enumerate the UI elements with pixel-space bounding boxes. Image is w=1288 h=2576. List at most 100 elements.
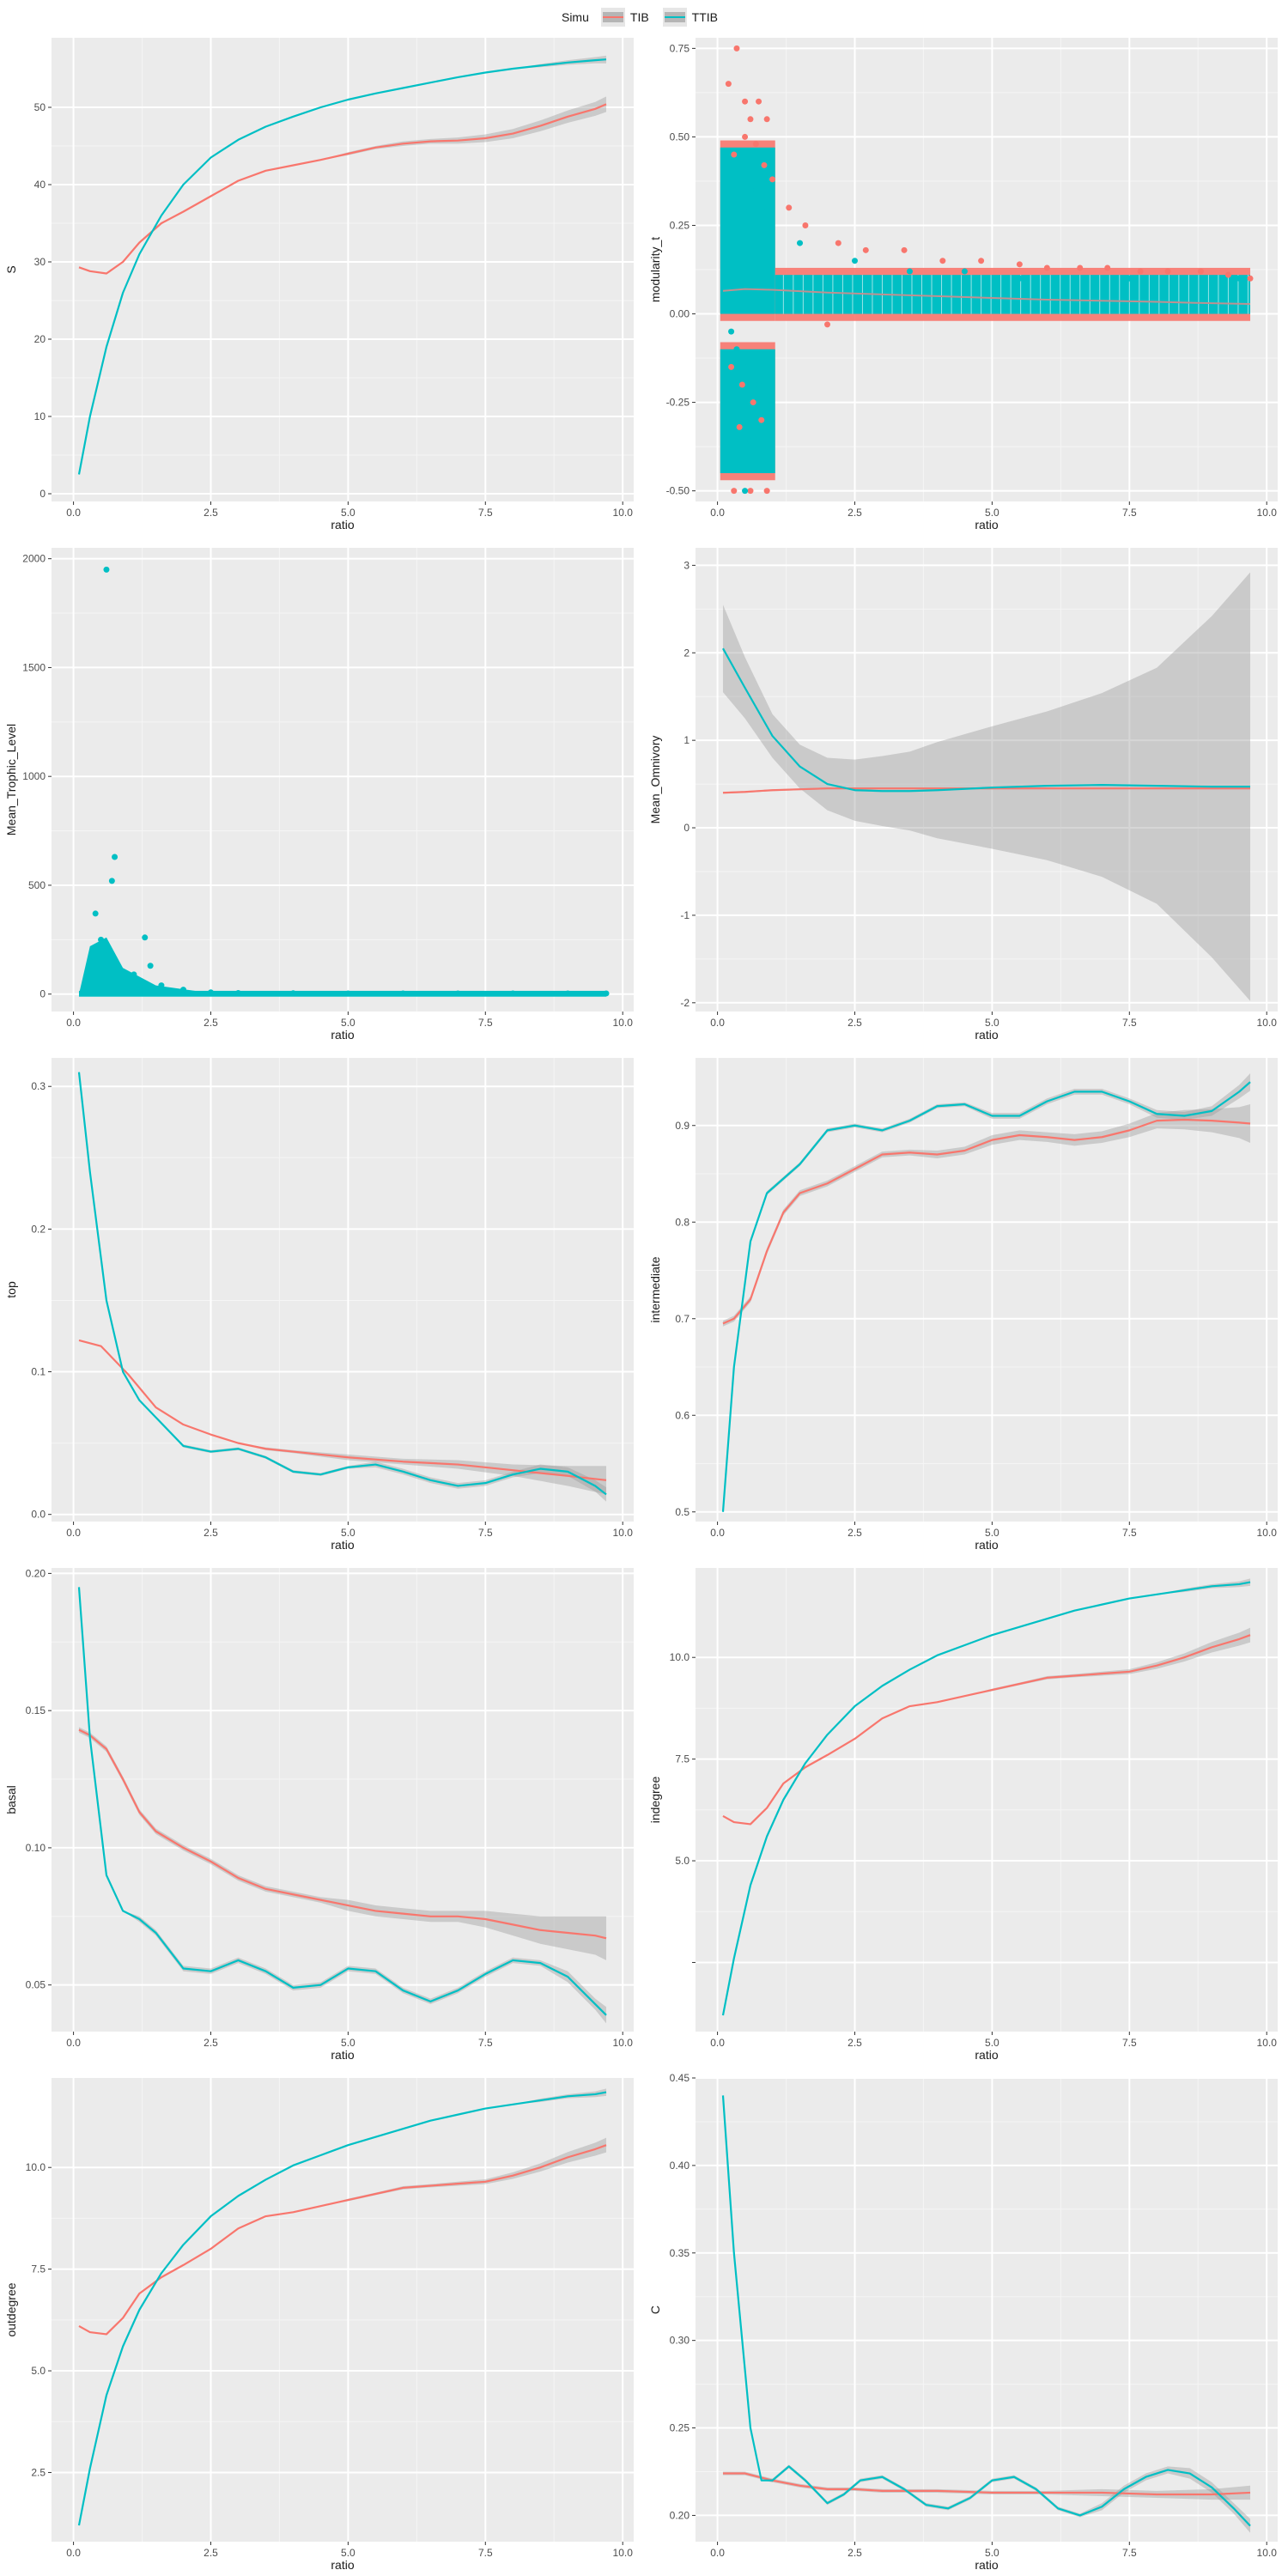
- legend-key-ttib: [662, 8, 687, 27]
- plot-panel: [696, 2078, 1278, 2542]
- data-point-tib: [835, 240, 841, 246]
- x-tick-label: 10.0: [613, 507, 634, 519]
- x-tick-label: 10.0: [1257, 507, 1278, 519]
- data-point-tib: [758, 416, 765, 423]
- x-tick-label: 2.5: [204, 507, 218, 519]
- series-line-tib: [78, 2144, 607, 2336]
- data-point-tib: [786, 204, 793, 211]
- x-tick-label: 2.5: [848, 1017, 862, 1029]
- y-tick-label: -2: [680, 997, 690, 1009]
- x-axis-label: ratio: [975, 1538, 998, 1552]
- y-axis-label: indegree: [648, 1777, 662, 1824]
- x-tick-label: 10.0: [613, 1017, 634, 1029]
- data-point-ttib: [180, 987, 187, 993]
- y-tick-label: 0.6: [675, 1409, 690, 1421]
- chart-basal: 0.0 2.5 5.0 7.5 10.0 0.05 0.10 0.15 0.20 ratio bas…: [4, 1567, 634, 2062]
- data-point-ttib: [87, 958, 94, 965]
- data-point-ttib: [112, 854, 118, 860]
- y-tick-label: 0.0: [31, 1509, 46, 1521]
- y-tick-label: 500: [28, 879, 46, 891]
- data-point-tib: [769, 176, 776, 183]
- x-tick-label: 5.0: [985, 507, 999, 519]
- dense-points-ttib: [720, 147, 775, 314]
- data-point-tib: [733, 45, 740, 52]
- chart-modularity-t: 0.0 2.5 5.0 7.5 10.0 -0.50 -0.25 0.00 0.25 0.50 0.…: [648, 38, 1278, 532]
- y-tick-label: 0.40: [670, 2160, 690, 2172]
- y-tick-label: 2: [683, 647, 690, 659]
- plot-area: [721, 2095, 1251, 2533]
- confidence-band-ttib: [722, 572, 1251, 1001]
- x-tick-label: 2.5: [204, 1017, 218, 1029]
- trend-line: [722, 288, 1251, 305]
- data-point-ttib: [98, 964, 105, 971]
- data-point-ttib: [731, 438, 738, 445]
- data-point-tib: [736, 423, 743, 430]
- x-tick-label: 5.0: [341, 2037, 355, 2049]
- x-tick-label: 2.5: [204, 1527, 218, 1539]
- plot-area: [77, 55, 607, 475]
- y-tick-label: 50: [34, 101, 46, 113]
- series-line-tib: [78, 103, 607, 275]
- y-axis-label: Mean_Trophic_Level: [4, 724, 18, 835]
- x-tick-label: 0.0: [66, 1527, 81, 1539]
- y-tick-label: 0.3: [31, 1080, 46, 1092]
- plot-area: [77, 1587, 607, 2024]
- data-point-tib: [1043, 264, 1050, 271]
- plot-area: [721, 1073, 1251, 1512]
- x-tick-label: 0.0: [710, 1527, 725, 1539]
- data-point-ttib: [851, 258, 858, 264]
- y-tick-label: 0.75: [670, 42, 690, 54]
- y-tick-label: 5.0: [31, 2365, 46, 2377]
- data-point-ttib: [1126, 275, 1133, 282]
- data-point-ttib: [147, 963, 154, 969]
- series-line-ttib: [721, 1081, 1251, 1512]
- data-point-ttib: [733, 346, 740, 353]
- x-tick-label: 5.0: [985, 2547, 999, 2559]
- data-point-ttib: [234, 989, 241, 996]
- x-tick-label: 10.0: [613, 2547, 634, 2559]
- confidence-band-tib: [78, 1727, 607, 1960]
- y-tick-label: 0.2: [31, 1223, 46, 1235]
- x-tick-label: 7.5: [1122, 1527, 1137, 1539]
- data-point-tib: [731, 488, 738, 495]
- plot-area: [722, 572, 1251, 1001]
- data-point-tib: [939, 258, 946, 264]
- x-tick-label: 5.0: [341, 1527, 355, 1539]
- series-line-tib: [722, 787, 1251, 794]
- x-tick-label: 5.0: [985, 1017, 999, 1029]
- confidence-band-tib: [78, 96, 607, 274]
- x-tick-label: 0.0: [66, 1017, 81, 1029]
- series-line-ttib: [721, 2095, 1251, 2527]
- y-tick-label: 2.5: [31, 2466, 46, 2478]
- data-point-ttib: [752, 186, 759, 193]
- y-axis-label: outdegree: [4, 2282, 18, 2336]
- plot-area: [720, 45, 1254, 495]
- x-tick-label: 10.0: [1257, 1527, 1278, 1539]
- data-point-ttib: [119, 978, 126, 985]
- data-point-tib: [1164, 268, 1171, 275]
- chart-top: 0.0 2.5 5.0 7.5 10.0 0.0 0.1 0.2 0.3 ratio top: [4, 1058, 634, 1552]
- series-line-ttib: [77, 2091, 607, 2526]
- x-tick-label: 0.0: [710, 2547, 725, 2559]
- data-point-ttib: [1236, 275, 1242, 282]
- legend-key-tib: [600, 8, 625, 27]
- y-tick-label: 0.50: [670, 131, 690, 143]
- data-point-ttib: [142, 934, 149, 941]
- x-tick-label: 7.5: [478, 1527, 493, 1539]
- x-tick-label: 10.0: [1257, 2037, 1278, 2049]
- dense-points-ttib: [775, 275, 1251, 314]
- x-tick-label: 5.0: [341, 1017, 355, 1029]
- plot-panel: [52, 1058, 634, 1522]
- data-point-ttib: [344, 990, 351, 997]
- data-point-tib: [802, 222, 809, 228]
- data-point-tib: [738, 381, 745, 388]
- data-point-tib: [1197, 268, 1204, 275]
- x-tick-label: 2.5: [848, 1527, 862, 1539]
- y-tick-label: -0.50: [666, 485, 690, 497]
- plot-panel: [696, 1568, 1278, 2032]
- data-point-ttib: [108, 878, 115, 884]
- data-point-tib: [862, 246, 869, 253]
- x-axis-label: ratio: [975, 2558, 998, 2572]
